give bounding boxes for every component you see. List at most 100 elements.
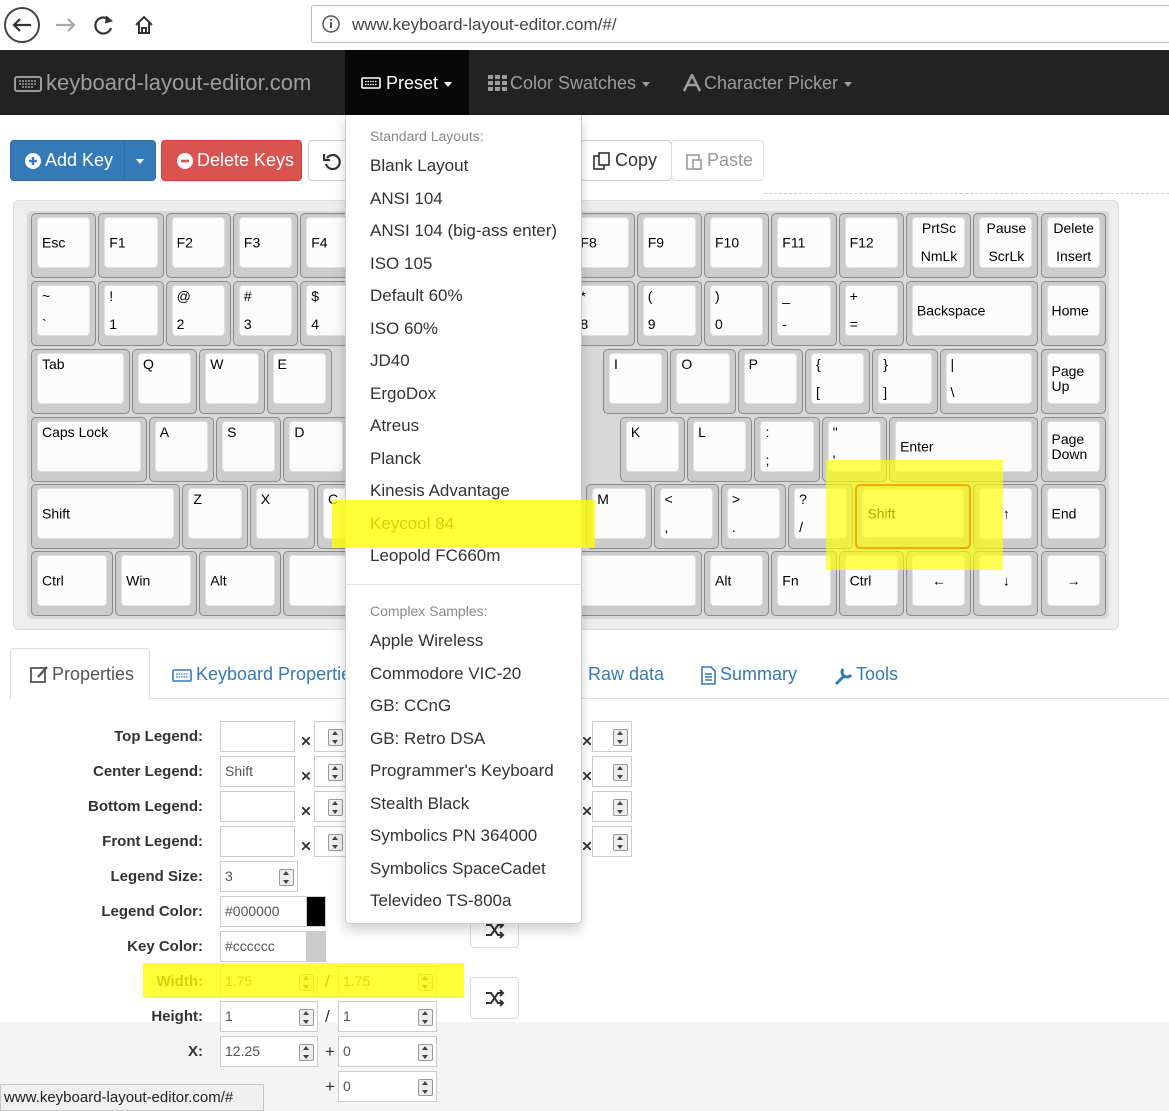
key[interactable]: PrtSc NmLk (905, 213, 972, 278)
tab-label[interactable]: Summary (720, 664, 798, 684)
brand[interactable]: keyboard-layout-editor.com (46, 70, 312, 95)
key[interactable]: Shift (31, 484, 181, 549)
delete-keys-button[interactable]: Delete Keys (161, 140, 302, 181)
size-select[interactable] (314, 791, 347, 822)
key[interactable]: F2 (165, 213, 231, 278)
key[interactable]: #3 (232, 281, 299, 346)
key[interactable]: F1 (98, 213, 164, 278)
tab-active[interactable] (10, 648, 150, 699)
menu-item[interactable]: ANSI 104 (370, 188, 443, 208)
menu-character-picker[interactable]: Character Picker (704, 73, 853, 94)
clear-icon[interactable] (302, 807, 310, 815)
size-select[interactable] (592, 721, 632, 752)
size-select[interactable] (592, 826, 632, 857)
key[interactable]: >. (720, 484, 787, 549)
color-swatch[interactable] (306, 896, 326, 927)
text-input[interactable]: Shift (220, 756, 295, 787)
menu-item[interactable]: JD40 (370, 351, 410, 370)
swap-button[interactable] (470, 977, 519, 1019)
key[interactable]: F12 (838, 213, 904, 278)
clear-icon[interactable] (583, 772, 591, 780)
key[interactable]: → (1040, 551, 1106, 616)
number-input[interactable]: 0 (338, 1036, 437, 1067)
key[interactable]: Esc (31, 213, 97, 278)
key[interactable]: Delete Insert (1040, 213, 1106, 278)
color-input[interactable]: #cccccc (220, 931, 308, 962)
tab-label[interactable]: Raw data (588, 664, 665, 684)
key[interactable]: E (266, 349, 332, 414)
key[interactable]: Pause ScrLk (973, 213, 1039, 278)
tab-label[interactable]: Keyboard Properties (196, 664, 361, 684)
clear-icon[interactable] (302, 737, 310, 745)
menu-item[interactable]: Televideo TS-800a (370, 891, 512, 910)
copy-button[interactable]: Copy (580, 140, 672, 181)
menu-item[interactable]: Default 60% (370, 286, 463, 305)
menu-item[interactable]: Stealth Black (370, 793, 470, 813)
clear-icon[interactable] (583, 842, 591, 850)
key[interactable]: | \ (939, 349, 1039, 414)
key[interactable]: ) 0 (704, 281, 770, 346)
preset-menu-active[interactable]: Preset (345, 50, 469, 115)
menu-item[interactable]: GB: CCnG (370, 696, 452, 715)
key[interactable]: :; (754, 417, 820, 482)
key[interactable]: End (1040, 484, 1106, 549)
menu-item[interactable]: Kinesis Advantage (370, 481, 510, 500)
key[interactable]: K (619, 417, 686, 482)
key[interactable]: F10 (704, 213, 770, 278)
clear-icon[interactable] (583, 737, 591, 745)
key[interactable]: Backspace (905, 281, 1039, 346)
key[interactable]: Fn (771, 551, 837, 616)
number-input[interactable]: 12.25 (220, 1036, 318, 1067)
text-input[interactable] (220, 826, 295, 857)
size-select[interactable] (314, 721, 347, 752)
number-input[interactable]: 1 (338, 1001, 437, 1032)
key[interactable]: Page Down (1040, 417, 1106, 482)
key[interactable]: S (216, 417, 282, 482)
menu-color-swatches[interactable]: Color Swatches (510, 73, 651, 94)
key[interactable]: O (670, 349, 736, 414)
menu-item[interactable]: ErgoDox (370, 383, 437, 403)
size-select[interactable] (592, 756, 632, 787)
menu-item[interactable]: Atreus (370, 416, 420, 435)
key[interactable]: Caps Lock (31, 417, 147, 482)
menu-item[interactable]: Blank Layout (370, 156, 469, 175)
menu-item[interactable]: GB: Retro DSA (370, 728, 486, 748)
key[interactable]: F9 (636, 213, 702, 278)
key[interactable]: D (283, 417, 349, 482)
menu-item[interactable]: ISO 105 (370, 253, 433, 273)
key[interactable]: F11 (771, 213, 837, 278)
text-input[interactable] (220, 791, 295, 822)
key[interactable]: Alt (704, 551, 770, 616)
number-input[interactable]: 3 (220, 861, 298, 892)
key[interactable]: Ctrl (31, 551, 114, 616)
key[interactable]: ~ ` (31, 281, 97, 346)
key[interactable]: {[ (804, 349, 871, 414)
key[interactable]: Alt (199, 551, 282, 616)
key[interactable]: <, (653, 484, 719, 549)
key[interactable]: Tab (31, 349, 130, 414)
menu-item[interactable]: Planck (370, 448, 422, 468)
key[interactable]: Win (115, 551, 198, 616)
key[interactable]: F3 (232, 213, 299, 278)
menu-item[interactable]: Symbolics SpaceCadet (370, 858, 546, 878)
clear-icon[interactable] (302, 772, 310, 780)
clear-icon[interactable] (583, 807, 591, 815)
menu-item[interactable]: Leopold FC660m (370, 546, 501, 565)
color-swatch[interactable] (306, 931, 326, 962)
url-box[interactable]: www.keyboard-layout-editor.com/#/ (311, 5, 1169, 43)
key[interactable]: Page Up (1040, 349, 1106, 414)
key[interactable]: Q (131, 349, 198, 414)
key[interactable]: I (603, 349, 669, 414)
color-input[interactable]: #000000 (220, 896, 308, 927)
key[interactable]: (9 (636, 281, 702, 346)
key[interactable]: W (199, 349, 265, 414)
clear-icon[interactable] (302, 842, 310, 850)
menu-item[interactable]: Symbolics PN 364000 (370, 826, 538, 845)
key[interactable]: }] (872, 349, 938, 414)
number-input[interactable]: 0 (338, 1071, 437, 1102)
key[interactable]: X (249, 484, 316, 549)
tab-label[interactable]: Properties (52, 664, 135, 684)
key[interactable]: A (148, 417, 215, 482)
key[interactable]: Home (1040, 281, 1106, 346)
key[interactable]: ! 1 (98, 281, 164, 346)
